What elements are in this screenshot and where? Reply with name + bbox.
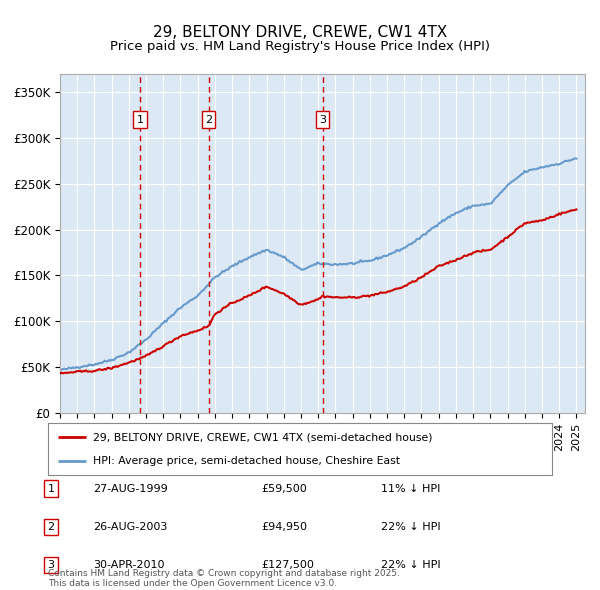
Text: HPI: Average price, semi-detached house, Cheshire East: HPI: Average price, semi-detached house,…	[94, 456, 400, 466]
Text: 3: 3	[319, 114, 326, 124]
Text: £127,500: £127,500	[261, 560, 314, 570]
Text: £59,500: £59,500	[261, 484, 307, 493]
Text: 22% ↓ HPI: 22% ↓ HPI	[381, 522, 440, 532]
Text: £94,950: £94,950	[261, 522, 307, 532]
Text: 29, BELTONY DRIVE, CREWE, CW1 4TX: 29, BELTONY DRIVE, CREWE, CW1 4TX	[153, 25, 447, 40]
Text: 27-AUG-1999: 27-AUG-1999	[93, 484, 168, 493]
Text: 3: 3	[47, 560, 55, 570]
Text: 1: 1	[136, 114, 143, 124]
Text: Price paid vs. HM Land Registry's House Price Index (HPI): Price paid vs. HM Land Registry's House …	[110, 40, 490, 53]
Text: 29, BELTONY DRIVE, CREWE, CW1 4TX (semi-detached house): 29, BELTONY DRIVE, CREWE, CW1 4TX (semi-…	[94, 432, 433, 442]
Text: 2: 2	[205, 114, 212, 124]
Text: 1: 1	[47, 484, 55, 493]
Text: 26-AUG-2003: 26-AUG-2003	[93, 522, 167, 532]
Text: 11% ↓ HPI: 11% ↓ HPI	[381, 484, 440, 493]
Text: 30-APR-2010: 30-APR-2010	[93, 560, 164, 570]
Text: Contains HM Land Registry data © Crown copyright and database right 2025.
This d: Contains HM Land Registry data © Crown c…	[48, 569, 400, 588]
Text: 22% ↓ HPI: 22% ↓ HPI	[381, 560, 440, 570]
Text: 2: 2	[47, 522, 55, 532]
